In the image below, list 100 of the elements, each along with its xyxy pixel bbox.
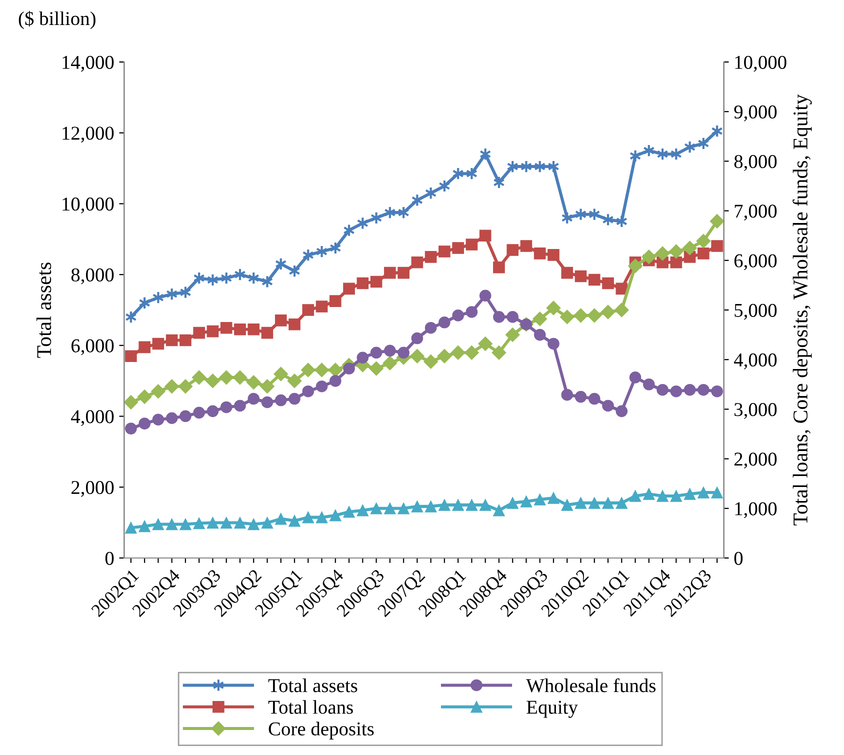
point	[220, 401, 232, 414]
y-tick-label: 2,000	[72, 480, 114, 497]
point	[616, 282, 628, 295]
point	[193, 517, 205, 530]
point	[411, 500, 424, 512]
text: ($ billion)	[18, 10, 96, 30]
point	[316, 300, 328, 312]
point	[302, 385, 314, 398]
point	[668, 244, 684, 259]
point	[274, 366, 288, 382]
point	[670, 490, 682, 502]
point	[248, 518, 260, 530]
point	[548, 338, 560, 350]
point	[152, 414, 164, 426]
point	[164, 379, 180, 394]
point	[180, 518, 192, 530]
point	[248, 323, 260, 336]
point	[138, 520, 150, 532]
point	[616, 497, 628, 509]
point	[152, 338, 164, 350]
point	[246, 375, 261, 390]
point	[643, 378, 655, 390]
point	[219, 370, 234, 385]
point	[506, 311, 519, 323]
point	[560, 310, 574, 324]
point	[656, 490, 668, 502]
point	[125, 522, 137, 534]
point	[602, 277, 614, 290]
point	[288, 392, 300, 405]
point	[180, 334, 192, 346]
point	[711, 486, 723, 498]
point	[452, 242, 464, 254]
point	[274, 512, 287, 525]
point	[206, 516, 219, 529]
point	[506, 244, 519, 256]
point	[411, 256, 424, 268]
y-tick-label: 6,000	[71, 339, 114, 356]
y-tick-label: 10,000	[62, 198, 114, 214]
point	[479, 499, 492, 511]
point	[125, 422, 137, 434]
point	[548, 249, 560, 261]
point	[288, 514, 300, 527]
point	[206, 325, 219, 338]
point	[234, 400, 246, 412]
point	[424, 251, 437, 263]
point	[125, 350, 137, 362]
point	[588, 392, 600, 405]
point	[493, 261, 505, 274]
point	[329, 375, 342, 387]
point	[261, 326, 274, 339]
y2-tick-label: 8,000	[734, 155, 777, 171]
point	[124, 395, 138, 410]
point	[534, 494, 546, 506]
point	[384, 344, 396, 357]
point	[506, 497, 519, 509]
point	[479, 230, 492, 242]
point	[548, 492, 560, 504]
point	[274, 314, 287, 326]
point	[710, 214, 724, 228]
y-tick-label: 12,000	[62, 126, 114, 143]
point	[574, 390, 587, 403]
point	[180, 410, 192, 422]
point	[424, 322, 437, 334]
y-axis-title: Total assets	[36, 262, 52, 358]
point	[574, 308, 588, 323]
point	[288, 318, 300, 330]
point	[220, 516, 232, 529]
point	[698, 486, 710, 498]
point	[684, 384, 696, 396]
point	[670, 385, 682, 398]
point	[478, 336, 493, 351]
point	[137, 390, 152, 404]
point	[398, 346, 410, 359]
point	[384, 266, 396, 279]
point	[656, 384, 668, 396]
point	[150, 384, 166, 399]
point	[711, 240, 723, 252]
point	[532, 312, 548, 326]
point	[178, 379, 193, 394]
point	[520, 496, 532, 508]
point	[698, 384, 710, 396]
y2-tick-label: 4,000	[734, 353, 777, 370]
point	[302, 304, 314, 316]
y2-tick-label: 2,000	[734, 452, 777, 469]
point	[587, 308, 602, 323]
point	[316, 380, 328, 392]
point	[479, 290, 492, 302]
point	[602, 497, 614, 509]
legend-label: Equity	[526, 700, 578, 718]
point	[574, 497, 587, 509]
point	[316, 511, 328, 524]
point	[466, 306, 478, 318]
y2-tick-label: 10,000	[735, 56, 786, 72]
point	[629, 372, 642, 384]
y2-tick-label: 5,000	[734, 304, 777, 320]
point	[452, 310, 464, 322]
legend-label: Total loans	[268, 700, 353, 714]
point	[328, 362, 343, 378]
y2-tick-label: 6,000	[734, 254, 777, 270]
point	[382, 356, 398, 370]
